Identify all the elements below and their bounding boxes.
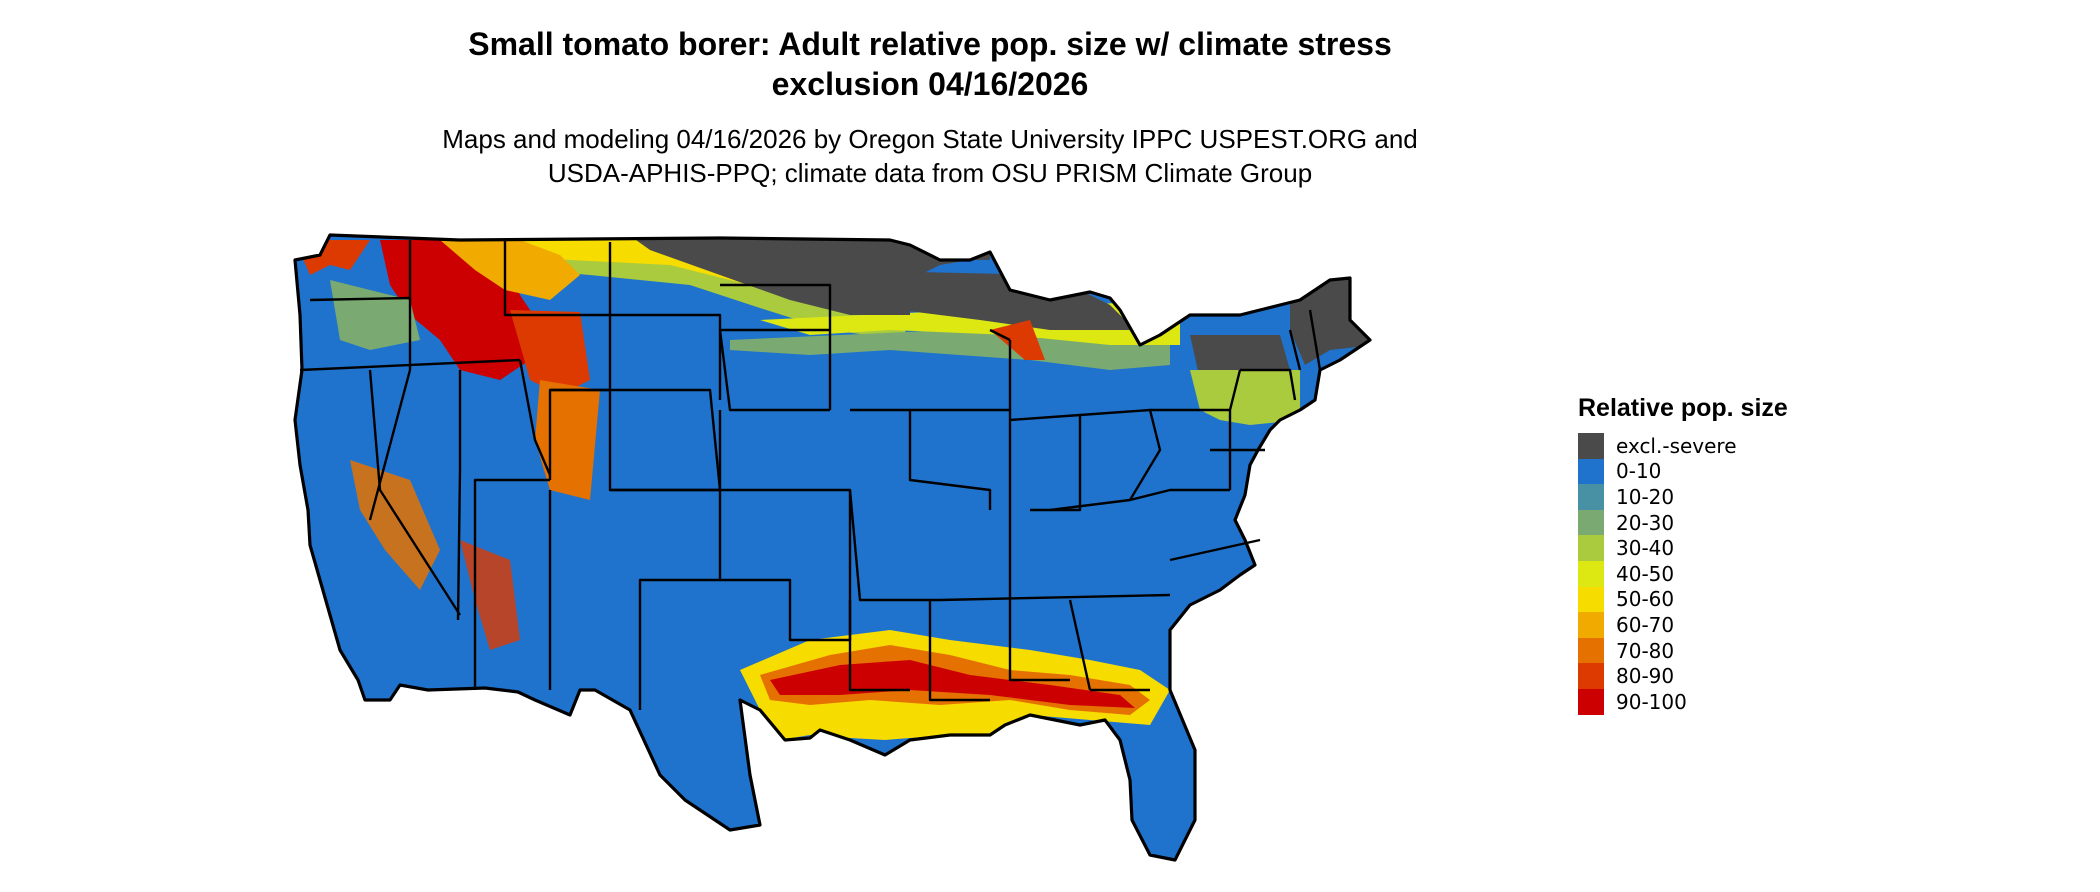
- legend-title: Relative pop. size: [1578, 394, 1788, 422]
- legend-item: 40-50: [1578, 560, 1788, 587]
- legend-label: 0-10: [1616, 459, 1662, 484]
- legend-swatch: [1578, 637, 1604, 664]
- map-subtitle-line1: Maps and modeling 04/16/2026 by Oregon S…: [442, 124, 1418, 154]
- legend-items: excl.-severe 0-10 10-20 20-30 30-40 40-50 50-6…: [1578, 433, 1788, 715]
- us-map-svg: [293, 233, 1372, 862]
- legend-item: 70-80: [1578, 637, 1788, 664]
- legend-label: 90-100: [1616, 689, 1687, 714]
- zone-california-sierra: [350, 460, 440, 590]
- map-subtitle: Maps and modeling 04/16/2026 by Oregon S…: [380, 122, 1480, 190]
- zone-south-band-red: [770, 660, 1135, 708]
- legend-label: 50-60: [1616, 587, 1675, 612]
- legend-swatch: [1578, 509, 1604, 536]
- legend-label: 40-50: [1616, 561, 1675, 586]
- legend-item: 60-70: [1578, 612, 1788, 638]
- legend-swatch: [1578, 458, 1604, 485]
- map-title: Small tomato borer: Adult relative pop. …: [380, 24, 1480, 104]
- legend-item: 20-30: [1578, 509, 1788, 536]
- legend-label: excl.-severe: [1616, 433, 1737, 458]
- legend-swatch: [1578, 484, 1604, 510]
- legend-item: 30-40: [1578, 535, 1788, 561]
- map-title-line2: exclusion 04/16/2026: [771, 66, 1089, 102]
- zone-colorado-warm: [535, 380, 600, 500]
- legend-item: 0-10: [1578, 458, 1788, 485]
- zone-northeast-band: [1190, 370, 1300, 425]
- state-borders: [293, 233, 1372, 862]
- map-title-line1: Small tomato borer: Adult relative pop. …: [468, 26, 1392, 62]
- map-fill-layer: [295, 235, 1370, 860]
- legend-swatch: [1578, 663, 1604, 689]
- legend-swatch: [1578, 433, 1604, 459]
- legend-item: 10-20: [1578, 484, 1788, 510]
- legend-label: 60-70: [1616, 612, 1675, 637]
- legend-item: 90-100: [1578, 688, 1788, 715]
- legend-label: 30-40: [1616, 536, 1675, 561]
- map-legend: Relative pop. size excl.-severe 0-10 10-20…: [1578, 393, 1788, 715]
- legend-item: 80-90: [1578, 663, 1788, 689]
- zone-michigan-warm: [990, 320, 1045, 360]
- legend-label: 70-80: [1616, 638, 1675, 663]
- legend-swatch: [1578, 586, 1604, 613]
- zone-wyoming-hot: [510, 310, 590, 395]
- legend-label: 10-20: [1616, 484, 1675, 509]
- zone-excluded-ny: [1190, 335, 1290, 380]
- legend-swatch: [1578, 560, 1604, 587]
- legend-item: excl.-severe: [1578, 433, 1788, 459]
- legend-label: 80-90: [1616, 664, 1675, 689]
- legend-label: 20-30: [1616, 510, 1675, 535]
- legend-item: 50-60: [1578, 586, 1788, 613]
- legend-swatch: [1578, 688, 1604, 715]
- us-map: [290, 220, 1570, 890]
- map-subtitle-line2: USDA-APHIS-PPQ; climate data from OSU PR…: [547, 158, 1313, 188]
- legend-swatch: [1578, 612, 1604, 638]
- legend-swatch: [1578, 535, 1604, 561]
- zone-montana-warm: [440, 240, 580, 300]
